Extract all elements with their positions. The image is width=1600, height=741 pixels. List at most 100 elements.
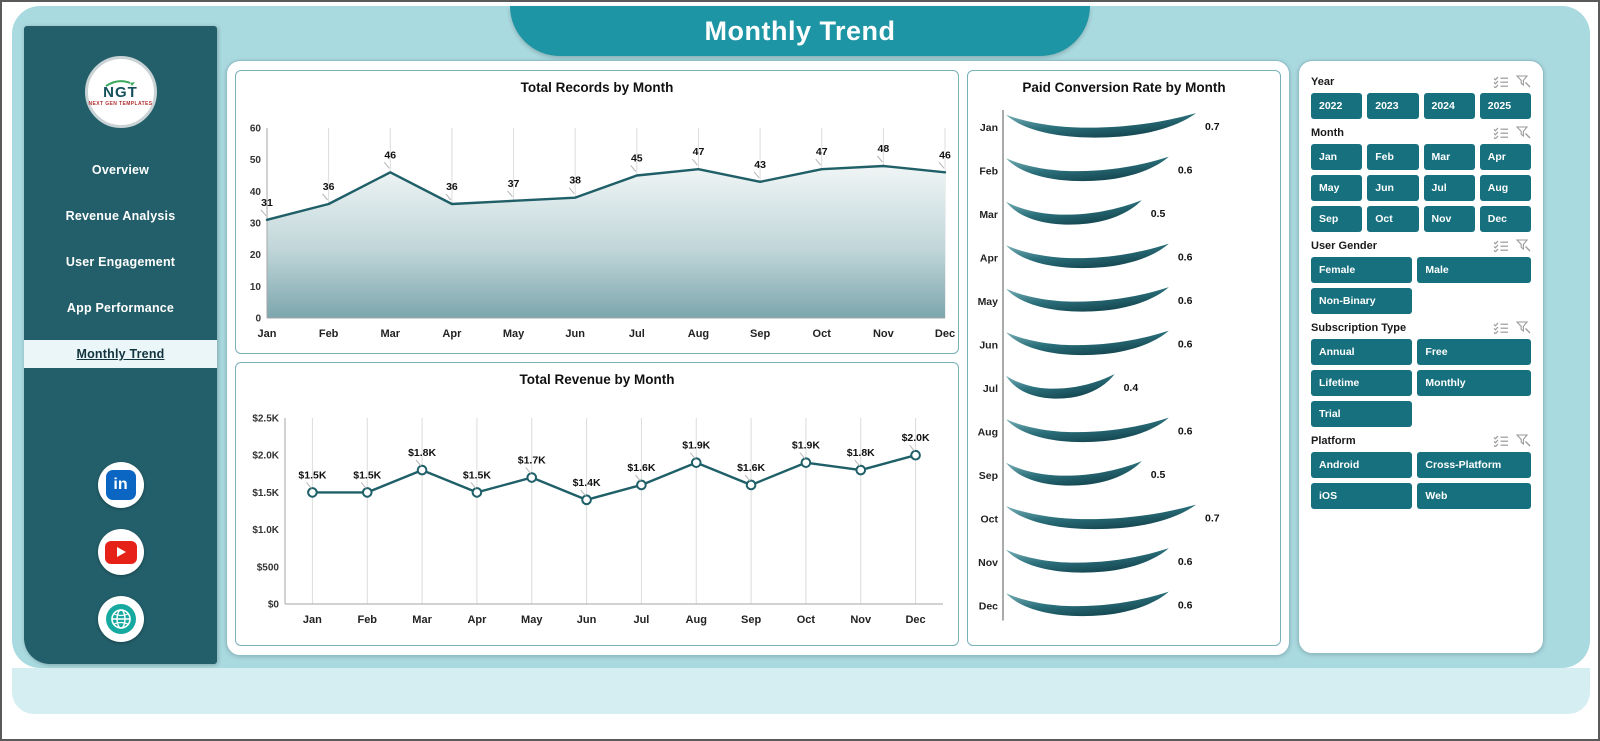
svg-text:36: 36 — [323, 181, 335, 193]
multi-select-icon[interactable] — [1493, 435, 1509, 447]
svg-text:$0: $0 — [268, 600, 280, 611]
slicer-header-icons — [1493, 434, 1531, 447]
clear-filter-icon[interactable] — [1516, 126, 1531, 139]
svg-text:$1.5K: $1.5K — [298, 469, 326, 481]
svg-text:60: 60 — [250, 124, 262, 135]
slicer-user-gender-option-non-binary[interactable]: Non-Binary — [1311, 288, 1413, 314]
svg-text:$1.7K: $1.7K — [518, 455, 546, 467]
slicer-month-option-apr[interactable]: Apr — [1479, 144, 1531, 170]
svg-text:Sep: Sep — [741, 614, 761, 626]
svg-text:Mar: Mar — [412, 614, 432, 626]
chart-title-total-revenue: Total Revenue by Month — [519, 372, 675, 387]
svg-text:Aug: Aug — [688, 328, 709, 340]
website-button[interactable] — [97, 596, 144, 642]
sidebar-item-app-performance[interactable]: App Performance — [66, 301, 175, 315]
slicer-subscription-type: Subscription Type Annual Free Lifetime Month… — [1311, 321, 1531, 427]
svg-text:Mar: Mar — [979, 209, 998, 221]
slicer-header-icons — [1493, 321, 1531, 334]
svg-text:Dec: Dec — [905, 614, 925, 626]
linkedin-button[interactable]: in — [97, 462, 144, 508]
svg-text:$1.5K: $1.5K — [353, 469, 381, 481]
svg-text:Oct: Oct — [813, 328, 832, 340]
slicer-platform-option-ios[interactable]: iOS — [1311, 483, 1413, 509]
logo-subtext: NEXT GEN TEMPLATES — [88, 100, 153, 107]
svg-text:$2.0K: $2.0K — [252, 451, 279, 462]
svg-text:Oct: Oct — [980, 514, 998, 526]
svg-text:Jul: Jul — [633, 614, 649, 626]
svg-text:$1.4K: $1.4K — [573, 477, 601, 489]
svg-text:0.6: 0.6 — [1178, 426, 1193, 438]
svg-text:Mar: Mar — [380, 328, 400, 340]
slicer-title-platform: Platform — [1311, 434, 1356, 447]
sidebar-item-revenue-analysis[interactable]: Revenue Analysis — [65, 209, 176, 223]
slicer-month-option-sep[interactable]: Sep — [1311, 206, 1363, 232]
slicer-options: 2022 2023 2024 2025 — [1311, 93, 1531, 119]
svg-text:Apr: Apr — [467, 614, 487, 626]
slicer-month-option-mar[interactable]: Mar — [1423, 144, 1475, 170]
svg-text:Dec: Dec — [979, 601, 998, 613]
svg-text:31: 31 — [261, 197, 273, 209]
svg-text:36: 36 — [446, 181, 458, 193]
slicer-subscription-type-option-free[interactable]: Free — [1417, 339, 1531, 365]
slicer-month-option-feb[interactable]: Feb — [1367, 144, 1419, 170]
multi-select-icon[interactable] — [1493, 322, 1509, 334]
svg-text:47: 47 — [816, 146, 828, 158]
svg-text:0.7: 0.7 — [1205, 513, 1220, 525]
sidebar-item-user-engagement[interactable]: User Engagement — [65, 255, 176, 269]
svg-text:40: 40 — [250, 187, 262, 198]
slicer-header-icons — [1493, 239, 1531, 252]
svg-text:0.6: 0.6 — [1178, 295, 1193, 307]
slicer-subscription-type-option-trial[interactable]: Trial — [1311, 401, 1413, 427]
slicer-month-option-dec[interactable]: Dec — [1479, 206, 1531, 232]
svg-text:0.4: 0.4 — [1124, 382, 1139, 394]
slicer-platform-option-android[interactable]: Android — [1311, 452, 1413, 478]
youtube-button[interactable] — [97, 529, 144, 575]
slicer-month-option-aug[interactable]: Aug — [1479, 175, 1531, 201]
multi-select-icon[interactable] — [1493, 127, 1509, 139]
svg-text:0.6: 0.6 — [1178, 165, 1193, 177]
slicer-month-option-jan[interactable]: Jan — [1311, 144, 1363, 170]
sidebar-nav: Overview Revenue Analysis User Engagement A… — [24, 138, 217, 386]
slicer-subscription-type-option-monthly[interactable]: Monthly — [1417, 370, 1531, 396]
svg-text:Nov: Nov — [978, 557, 998, 569]
slicer-user-gender-option-female[interactable]: Female — [1311, 257, 1413, 283]
slicer-month-option-nov[interactable]: Nov — [1423, 206, 1475, 232]
multi-select-icon[interactable] — [1493, 240, 1509, 252]
slicer-subscription-type-option-lifetime[interactable]: Lifetime — [1311, 370, 1413, 396]
slicer-year-option-2025[interactable]: 2025 — [1479, 93, 1531, 119]
clear-filter-icon[interactable] — [1516, 239, 1531, 252]
svg-text:0.7: 0.7 — [1205, 121, 1220, 133]
clear-filter-icon[interactable] — [1516, 75, 1531, 88]
slicer-title-month: Month — [1311, 126, 1344, 139]
svg-text:Jun: Jun — [565, 328, 585, 340]
slicer-title-year: Year — [1311, 75, 1335, 88]
slicer-options: Female Male Non-Binary — [1311, 257, 1531, 314]
svg-text:0.6: 0.6 — [1178, 600, 1193, 612]
svg-text:Jan: Jan — [980, 122, 998, 134]
slicer-year-option-2023[interactable]: 2023 — [1367, 93, 1419, 119]
slicer-user-gender-option-male[interactable]: Male — [1417, 257, 1531, 283]
svg-text:0.6: 0.6 — [1178, 556, 1193, 568]
slicer-year: Year 2022 2023 2024 2025 — [1311, 75, 1531, 119]
svg-text:$2.0K: $2.0K — [902, 432, 930, 444]
svg-text:Jan: Jan — [303, 614, 322, 626]
svg-text:May: May — [978, 296, 999, 308]
multi-select-icon[interactable] — [1493, 76, 1509, 88]
slicer-month-option-jun[interactable]: Jun — [1367, 175, 1419, 201]
sidebar-item-monthly-trend[interactable]: Monthly Trend — [24, 340, 217, 368]
slicer-platform-option-cross-platform[interactable]: Cross-Platform — [1417, 452, 1531, 478]
slicer-month-option-may[interactable]: May — [1311, 175, 1363, 201]
slicer-month-option-jul[interactable]: Jul — [1423, 175, 1475, 201]
clear-filter-icon[interactable] — [1516, 434, 1531, 447]
slicer-subscription-type-option-annual[interactable]: Annual — [1311, 339, 1413, 365]
slicer-user-gender: User Gender Female Male Non-Binary — [1311, 239, 1531, 314]
svg-text:$1.5K: $1.5K — [252, 488, 279, 499]
slicer-year-option-2024[interactable]: 2024 — [1423, 93, 1475, 119]
sidebar-item-overview[interactable]: Overview — [91, 163, 150, 177]
svg-text:Feb: Feb — [319, 328, 339, 340]
slicer-month-option-oct[interactable]: Oct — [1367, 206, 1419, 232]
slicer-platform-option-web[interactable]: Web — [1417, 483, 1531, 509]
clear-filter-icon[interactable] — [1516, 321, 1531, 334]
slicer-year-option-2022[interactable]: 2022 — [1311, 93, 1363, 119]
svg-text:20: 20 — [250, 250, 262, 261]
